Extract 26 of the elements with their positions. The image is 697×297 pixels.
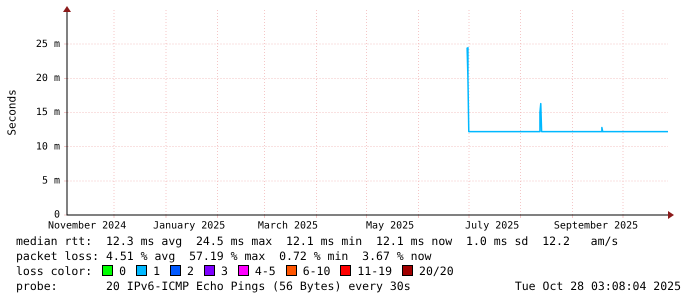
y-tick-label: 10 m <box>36 141 60 152</box>
text: 4-5 <box>254 264 276 278</box>
x-tick-label: November 2024 <box>48 220 126 232</box>
text: Tue Oct 28 03:08:04 2025 <box>514 279 681 293</box>
y-tick-label: 15 m <box>36 107 60 118</box>
y-tick-label: 25 m <box>36 38 60 50</box>
text: 1 <box>153 264 160 278</box>
x-tick-label: May 2025 <box>366 220 414 232</box>
y-axis-title: Seconds <box>5 89 18 136</box>
text: loss color: <box>16 264 92 278</box>
text: 11-19 <box>357 264 392 278</box>
text: 6-10 <box>302 264 330 278</box>
text: 0 <box>119 264 126 278</box>
text: 20/20 <box>419 264 454 278</box>
y-tick-label: 20 m <box>36 72 60 84</box>
x-tick-label: September 2025 <box>554 220 638 232</box>
y-tick-label: 5 m <box>42 175 60 186</box>
text: 3 <box>220 264 228 278</box>
y-tick-label: 0 <box>54 210 60 221</box>
x-tick-label: July 2025 <box>465 220 520 232</box>
text: packet loss: 4.51 % avg 57.19 % max 0.72 % min 3.67 % now <box>16 249 432 263</box>
text: 2 <box>187 264 194 278</box>
x-tick-label: March 2025 <box>258 220 318 232</box>
text: median rtt: 12.3 ms avg 24.5 ms max 12.1 ms min 12.1 ms now 1.0 ms sd 12.2 am/s <box>16 234 618 248</box>
text: probe: 20 IPv6-ICMP Echo Pings (56 Bytes) every 30s <box>16 279 411 293</box>
x-tick-label: January 2025 <box>153 220 226 232</box>
